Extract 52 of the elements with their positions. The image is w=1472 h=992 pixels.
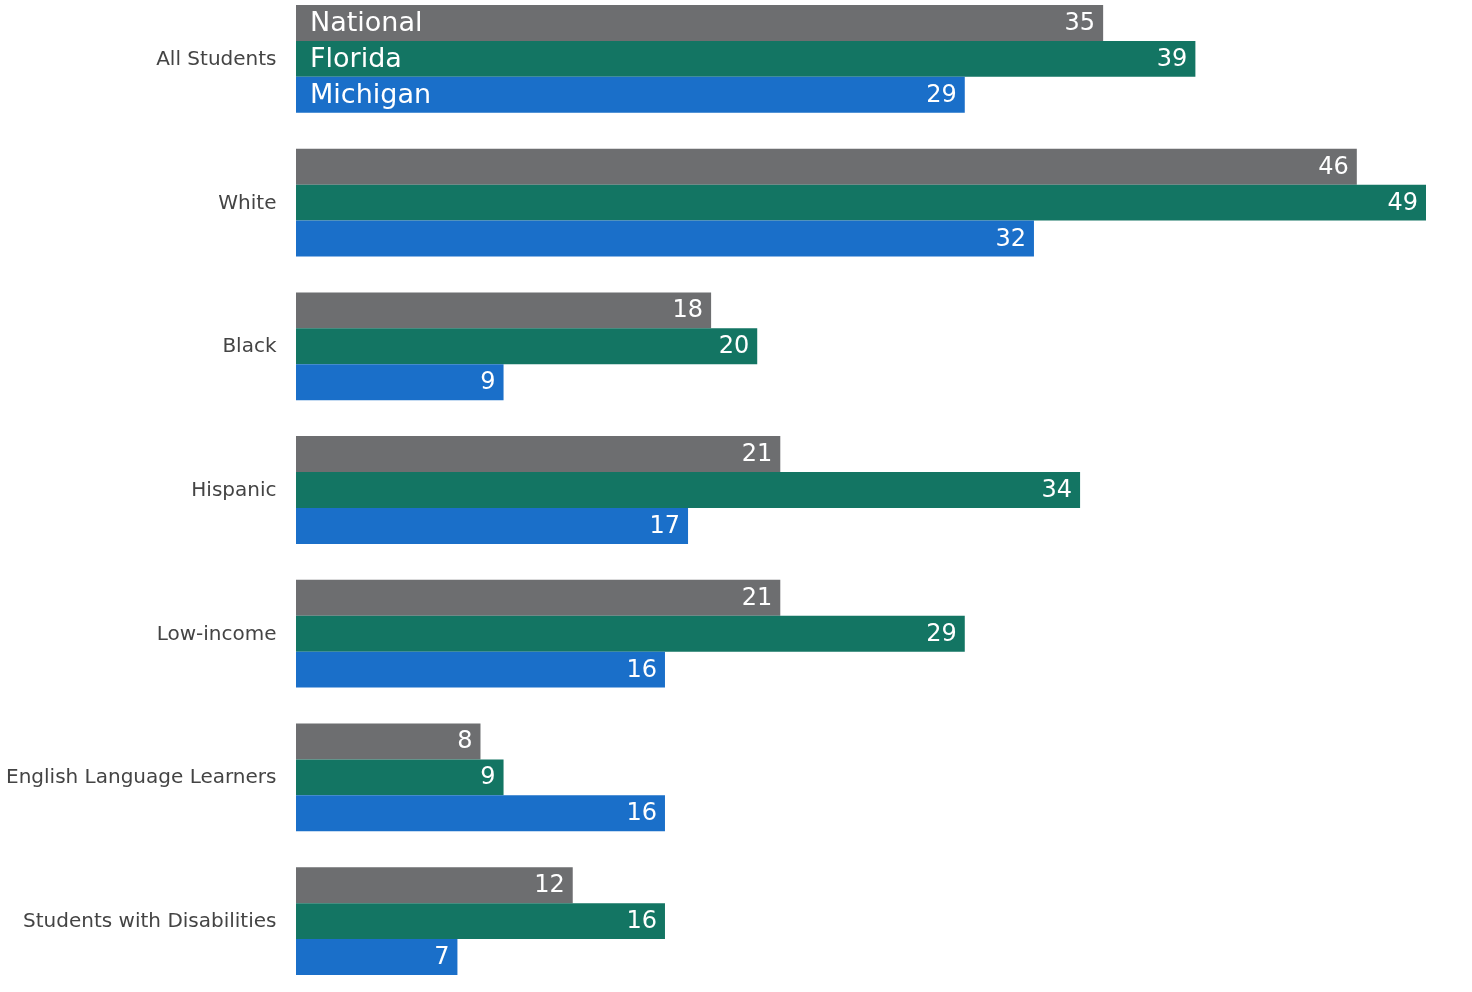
bar [296, 615, 965, 652]
bar [296, 364, 504, 401]
y-tick-label: White [218, 189, 277, 214]
data-label: 35 [1064, 7, 1096, 36]
data-label: 32 [995, 223, 1026, 252]
series-label: Michigan [310, 77, 432, 109]
data-label: 34 [1041, 475, 1073, 503]
bar [296, 436, 781, 473]
bar [296, 759, 504, 796]
bar [296, 76, 965, 113]
bar [296, 651, 665, 688]
data-label: 46 [1318, 151, 1349, 180]
y-tick-label: Hispanic [191, 477, 277, 501]
bar [296, 507, 689, 544]
bar [296, 903, 665, 940]
bar [296, 148, 1357, 185]
bar [296, 292, 712, 329]
bar [296, 328, 758, 365]
bar [296, 40, 1196, 77]
y-tick-label: Black [222, 333, 277, 358]
y-tick-label: English Language Learners [6, 764, 277, 789]
y-tick-label: Students with Disabilities [23, 908, 277, 933]
y-tick-label: All Students [156, 45, 277, 70]
data-label: 39 [1156, 43, 1188, 72]
bar [296, 723, 481, 760]
series-label: National [310, 5, 423, 37]
bar [296, 5, 1104, 41]
data-label: 9 [480, 762, 496, 791]
bar [296, 472, 1081, 508]
data-label: 16 [626, 906, 657, 935]
data-label: 12 [534, 870, 565, 899]
data-label: 18 [672, 295, 704, 324]
data-label: 29 [926, 618, 957, 647]
data-label: 20 [718, 331, 750, 360]
data-label: 21 [741, 582, 773, 611]
bar [296, 184, 1426, 221]
bar [296, 579, 781, 616]
bar [296, 795, 665, 832]
data-label: 16 [626, 798, 657, 827]
data-label: 17 [649, 510, 681, 539]
series-label: Florida [310, 41, 402, 73]
data-label: 21 [741, 439, 773, 468]
data-label: 49 [1387, 187, 1418, 216]
data-label: 29 [926, 79, 957, 108]
data-label: 7 [434, 942, 450, 971]
y-tick-label: Low-income [156, 620, 277, 645]
data-label: 16 [626, 654, 657, 683]
data-label: 8 [457, 726, 473, 755]
bar [296, 867, 573, 904]
bar [296, 939, 458, 975]
data-label: 9 [480, 367, 496, 396]
bar [296, 220, 1034, 257]
